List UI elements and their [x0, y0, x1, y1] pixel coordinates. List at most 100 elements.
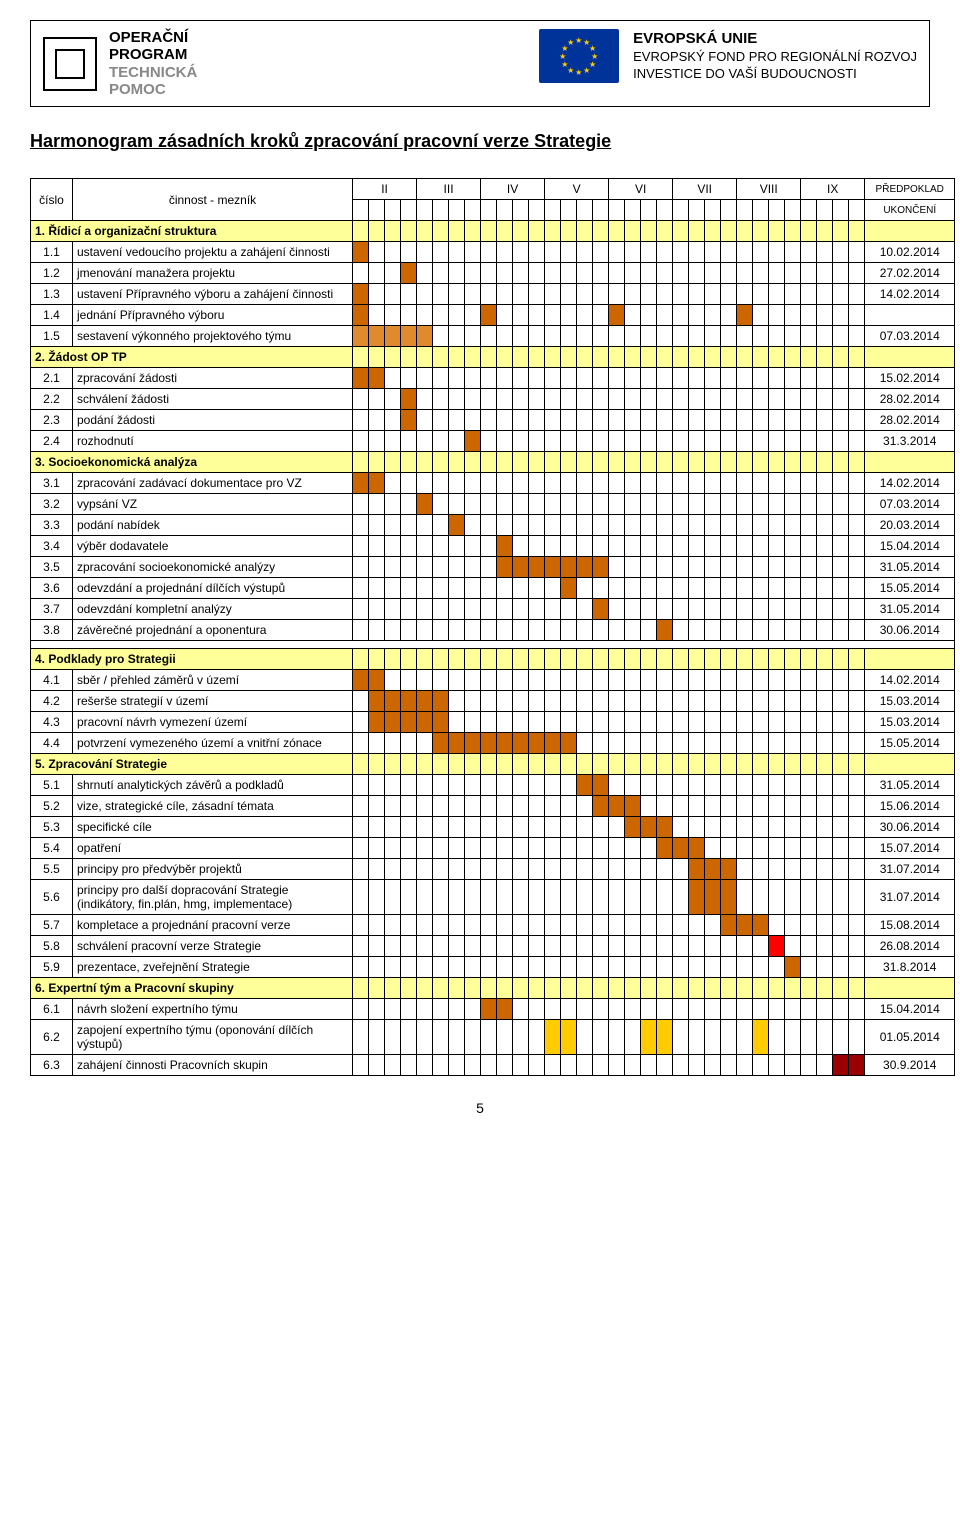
table-row: 5.2vize, strategické cíle, zásadní témat…: [31, 796, 955, 817]
table-row: 2.2schválení žádosti 28.02.2014: [31, 389, 955, 410]
row-date: 20.03.2014: [865, 515, 955, 536]
row-num: 3.8: [31, 620, 73, 641]
col-month: VI: [609, 179, 673, 200]
table-row: 3.2vypsání VZ 07.03.2014: [31, 494, 955, 515]
row-date: 14.02.2014: [865, 473, 955, 494]
table-row: 5.9prezentace, zveřejnění Strategie 31.8…: [31, 957, 955, 978]
table-row: 3.4výběr dodavatele 15.04.2014: [31, 536, 955, 557]
table-row: 3.1zpracování zadávací dokumentace pro V…: [31, 473, 955, 494]
col-cinnost: činnost - mezník: [73, 179, 353, 221]
gantt-table: čísločinnost - mezníkIIIIIIVVVIVIIVIIIIX…: [30, 178, 955, 1076]
row-date: 31.05.2014: [865, 775, 955, 796]
row-date: 01.05.2014: [865, 1020, 955, 1055]
row-date: 15.05.2014: [865, 733, 955, 754]
row-label: sběr / přehled záměrů v území: [73, 670, 353, 691]
section-label: 1. Řídicí a organizační struktura: [31, 221, 353, 242]
table-row: 2.1zpracování žádosti 15.02.2014: [31, 368, 955, 389]
row-date: 31.8.2014: [865, 957, 955, 978]
row-label: vize, strategické cíle, zásadní témata: [73, 796, 353, 817]
row-num: 4.2: [31, 691, 73, 712]
row-date: 15.03.2014: [865, 712, 955, 733]
col-predpoklad: PŘEDPOKLAD: [865, 179, 955, 200]
logo-left: OPERAČNÍ PROGRAM TECHNICKÁ POMOC: [43, 29, 197, 98]
row-label: shrnutí analytických závěrů a podkladů: [73, 775, 353, 796]
row-num: 3.4: [31, 536, 73, 557]
table-row: 4.3pracovní návrh vymezení území 15.03.2…: [31, 712, 955, 733]
row-num: 5.3: [31, 817, 73, 838]
section-label: 4. Podklady pro Strategii: [31, 649, 353, 670]
table-row: 5.6principy pro další dopracování Strate…: [31, 880, 955, 915]
table-row: 5.3specifické cíle 30.06.2014: [31, 817, 955, 838]
table-row: 4.4potvrzení vymezeného území a vnitřní …: [31, 733, 955, 754]
row-num: 1.3: [31, 284, 73, 305]
row-num: 5.1: [31, 775, 73, 796]
row-num: 1.2: [31, 263, 73, 284]
row-label: zpracování žádosti: [73, 368, 353, 389]
row-date: 15.08.2014: [865, 915, 955, 936]
section-label: 5. Zpracování Strategie: [31, 754, 353, 775]
row-label: zpracování zadávací dokumentace pro VZ: [73, 473, 353, 494]
row-num: 5.9: [31, 957, 73, 978]
table-row: 5.5principy pro předvýběr projektů 31.07…: [31, 859, 955, 880]
section-label: 3. Socioekonomická analýza: [31, 452, 353, 473]
table-row: 2.3podání žádosti 28.02.2014: [31, 410, 955, 431]
row-date: 30.06.2014: [865, 817, 955, 838]
section-label: 6. Expertní tým a Pracovní skupiny: [31, 978, 353, 999]
row-date: 15.03.2014: [865, 691, 955, 712]
page-title: Harmonogram zásadních kroků zpracování p…: [30, 131, 930, 152]
row-date: 15.07.2014: [865, 838, 955, 859]
row-label: podání žádosti: [73, 410, 353, 431]
col-month: III: [417, 179, 481, 200]
table-row: 1.2jmenování manažera projektu 27.02.201…: [31, 263, 955, 284]
table-row: 3.7odevzdání kompletní analýzy 31.05.201…: [31, 599, 955, 620]
row-label: opatření: [73, 838, 353, 859]
table-row: 1.1ustavení vedoucího projektu a zahájen…: [31, 242, 955, 263]
eu-line: INVESTICE DO VAŠÍ BUDOUCNOSTI: [633, 66, 917, 83]
table-row: 4.1sběr / přehled záměrů v území 14.02.2…: [31, 670, 955, 691]
row-label: kompletace a projednání pracovní verze: [73, 915, 353, 936]
row-date: 15.04.2014: [865, 536, 955, 557]
table-row: 5.7kompletace a projednání pracovní verz…: [31, 915, 955, 936]
row-label: závěrečné projednání a oponentura: [73, 620, 353, 641]
row-num: 2.4: [31, 431, 73, 452]
row-num: 3.5: [31, 557, 73, 578]
row-date: 28.02.2014: [865, 389, 955, 410]
row-date: 31.07.2014: [865, 859, 955, 880]
row-label: pracovní návrh vymezení území: [73, 712, 353, 733]
row-date: 30.06.2014: [865, 620, 955, 641]
section-label: 2. Žádost OP TP: [31, 347, 353, 368]
row-label: ustavení Přípravného výboru a zahájení č…: [73, 284, 353, 305]
row-date: 31.3.2014: [865, 431, 955, 452]
row-num: 3.1: [31, 473, 73, 494]
logo-icon: [43, 37, 97, 91]
row-label: rozhodnutí: [73, 431, 353, 452]
table-row: 3.6odevzdání a projednání dílčích výstup…: [31, 578, 955, 599]
row-date: 10.02.2014: [865, 242, 955, 263]
row-num: 6.2: [31, 1020, 73, 1055]
table-row: 4.2rešerše strategií v území 15.03.2014: [31, 691, 955, 712]
row-num: 3.3: [31, 515, 73, 536]
row-label: principy pro předvýběr projektů: [73, 859, 353, 880]
row-date: 26.08.2014: [865, 936, 955, 957]
col-month: VII: [673, 179, 737, 200]
row-date: 31.05.2014: [865, 557, 955, 578]
row-label: návrh složení expertního týmu: [73, 999, 353, 1020]
table-row: 3.3podání nabídek 20.03.2014: [31, 515, 955, 536]
banner: OPERAČNÍ PROGRAM TECHNICKÁ POMOC ★★★★★★★…: [30, 20, 930, 107]
table-row: 3.8závěrečné projednání a oponentura 30.…: [31, 620, 955, 641]
col-ukonceni: UKONČENÍ: [865, 200, 955, 221]
row-date: 14.02.2014: [865, 284, 955, 305]
row-num: 1.4: [31, 305, 73, 326]
row-num: 3.7: [31, 599, 73, 620]
row-num: 5.7: [31, 915, 73, 936]
table-row: 6.2zapojení expertního týmu (oponování d…: [31, 1020, 955, 1055]
row-date: 28.02.2014: [865, 410, 955, 431]
col-month: II: [353, 179, 417, 200]
row-num: 6.1: [31, 999, 73, 1020]
row-num: 2.1: [31, 368, 73, 389]
row-num: 5.2: [31, 796, 73, 817]
table-row: 5.8schválení pracovní verze Strategie 26…: [31, 936, 955, 957]
row-label: zahájení činnosti Pracovních skupin: [73, 1055, 353, 1076]
table-row: 1.4jednání Přípravného výboru: [31, 305, 955, 326]
row-date: 30.9.2014: [865, 1055, 955, 1076]
